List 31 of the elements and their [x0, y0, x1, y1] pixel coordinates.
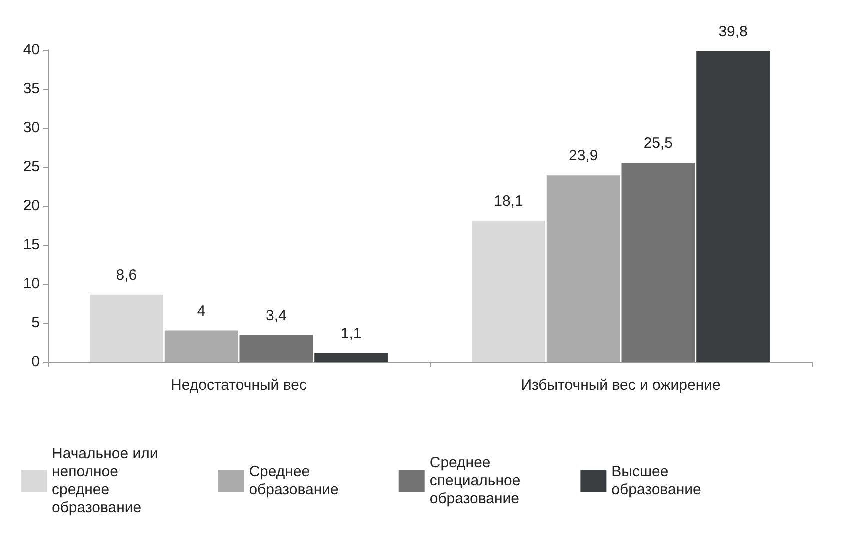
y-tick-label: 25 [23, 158, 40, 176]
bar [472, 220, 546, 362]
y-tick-label: 0 [32, 354, 40, 370]
data-label: 1,1 [340, 325, 362, 342]
y-tick-label: 10 [23, 276, 40, 292]
y-tick-label: 35 [23, 80, 40, 98]
bar [546, 176, 620, 362]
data-label: 23,9 [568, 148, 598, 165]
y-tick-label: 30 [23, 120, 40, 136]
data-label: 25,5 [644, 135, 674, 152]
y-tick-label: 20 [23, 198, 40, 214]
y-tick-label: 5 [32, 314, 40, 332]
bar [240, 335, 314, 362]
bar [314, 353, 388, 362]
x-tick-label: Недостаточный вес [171, 377, 308, 394]
bar [90, 294, 164, 362]
data-label: 3,4 [266, 307, 287, 324]
data-label: 4 [197, 302, 206, 320]
bar [696, 52, 770, 362]
legend-label: Высшее образование [612, 464, 702, 498]
y-tick-label: 15 [23, 236, 40, 254]
data-label: 18,1 [494, 192, 524, 210]
bar [164, 330, 238, 362]
legend-label: Начальное или неполное среднее образование [52, 446, 158, 516]
y-tick-label: 40 [23, 42, 40, 58]
x-tick-label: Избыточный вес и ожирение [521, 377, 721, 394]
legend-label: Среднее специальное образование [430, 454, 521, 508]
data-label: 8,6 [116, 266, 138, 284]
legend-label: Среднее образование [249, 464, 339, 498]
bar [622, 163, 696, 362]
data-label: 39,8 [718, 24, 748, 41]
